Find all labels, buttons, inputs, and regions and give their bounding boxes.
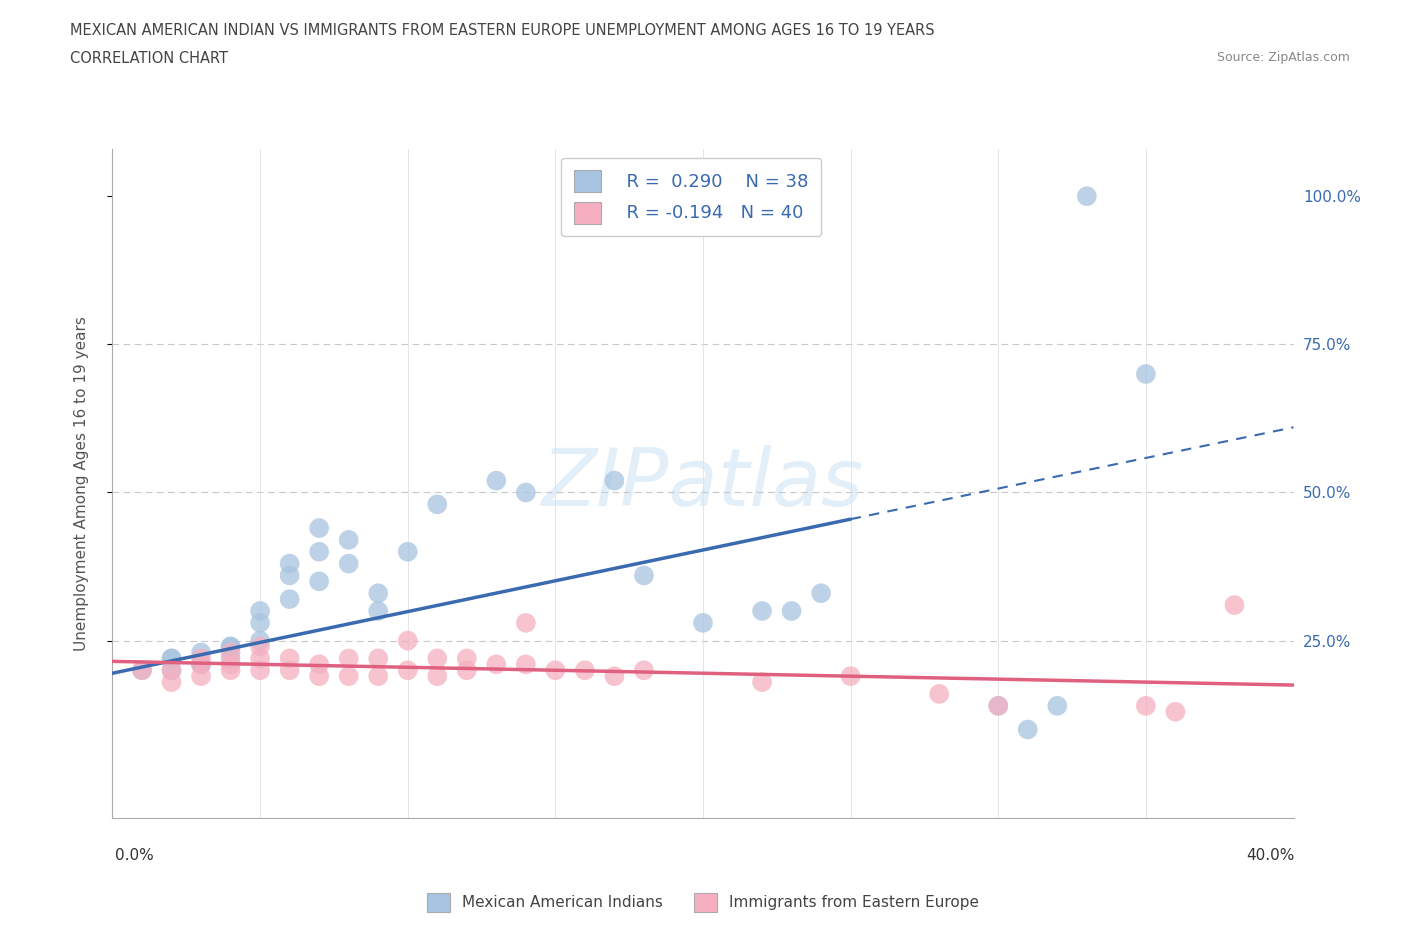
Point <box>1135 366 1157 381</box>
Point <box>987 698 1010 713</box>
Point <box>249 651 271 666</box>
Point <box>426 497 449 512</box>
Point <box>1017 722 1039 737</box>
Point <box>337 669 360 684</box>
Point <box>456 651 478 666</box>
Point <box>278 663 301 678</box>
Point <box>278 568 301 583</box>
Point <box>515 485 537 500</box>
Point <box>278 651 301 666</box>
Point <box>633 568 655 583</box>
Y-axis label: Unemployment Among Ages 16 to 19 years: Unemployment Among Ages 16 to 19 years <box>75 316 89 651</box>
Point <box>190 657 212 671</box>
Text: 40.0%: 40.0% <box>1247 848 1295 863</box>
Legend:   R =  0.290    N = 38,   R = -0.194   N = 40: R = 0.290 N = 38, R = -0.194 N = 40 <box>561 158 821 236</box>
Point <box>249 616 271 631</box>
Point <box>308 669 330 684</box>
Text: ZIPatlas: ZIPatlas <box>541 445 865 523</box>
Point <box>219 663 242 678</box>
Point <box>396 633 419 648</box>
Point <box>780 604 803 618</box>
Point <box>190 651 212 666</box>
Point <box>249 639 271 654</box>
Point <box>308 574 330 589</box>
Point <box>249 604 271 618</box>
Point <box>190 645 212 660</box>
Point <box>219 645 242 660</box>
Point <box>751 604 773 618</box>
Point <box>160 651 183 666</box>
Point <box>160 674 183 689</box>
Point <box>367 586 389 601</box>
Point <box>515 657 537 671</box>
Text: MEXICAN AMERICAN INDIAN VS IMMIGRANTS FROM EASTERN EUROPE UNEMPLOYMENT AMONG AGE: MEXICAN AMERICAN INDIAN VS IMMIGRANTS FR… <box>70 23 935 38</box>
Point <box>810 586 832 601</box>
Point <box>249 633 271 648</box>
Point <box>456 663 478 678</box>
Legend: Mexican American Indians, Immigrants from Eastern Europe: Mexican American Indians, Immigrants fro… <box>420 887 986 918</box>
Point <box>160 663 183 678</box>
Point <box>308 521 330 536</box>
Point <box>337 556 360 571</box>
Point <box>219 639 242 654</box>
Point <box>278 556 301 571</box>
Point <box>544 663 567 678</box>
Point <box>396 544 419 559</box>
Point <box>1164 704 1187 719</box>
Point <box>337 533 360 548</box>
Point <box>367 669 389 684</box>
Point <box>485 657 508 671</box>
Point <box>603 669 626 684</box>
Text: Source: ZipAtlas.com: Source: ZipAtlas.com <box>1216 51 1350 64</box>
Point <box>190 669 212 684</box>
Point <box>367 651 389 666</box>
Point <box>367 604 389 618</box>
Text: CORRELATION CHART: CORRELATION CHART <box>70 51 228 66</box>
Point <box>603 473 626 488</box>
Point <box>426 669 449 684</box>
Point <box>131 663 153 678</box>
Point <box>219 651 242 666</box>
Point <box>839 669 862 684</box>
Point <box>987 698 1010 713</box>
Point <box>219 657 242 671</box>
Point <box>633 663 655 678</box>
Point <box>308 657 330 671</box>
Point <box>1223 598 1246 613</box>
Point <box>396 663 419 678</box>
Point <box>692 616 714 631</box>
Point <box>574 663 596 678</box>
Point <box>190 657 212 671</box>
Point <box>190 657 212 671</box>
Point <box>928 686 950 701</box>
Point <box>131 663 153 678</box>
Point <box>160 663 183 678</box>
Point <box>308 544 330 559</box>
Point <box>426 651 449 666</box>
Point <box>278 591 301 606</box>
Point <box>515 616 537 631</box>
Text: 0.0%: 0.0% <box>115 848 155 863</box>
Point <box>219 639 242 654</box>
Point <box>1046 698 1069 713</box>
Point <box>337 651 360 666</box>
Point <box>751 674 773 689</box>
Point <box>485 473 508 488</box>
Point <box>249 663 271 678</box>
Point <box>1076 189 1098 204</box>
Point <box>1135 698 1157 713</box>
Point <box>160 651 183 666</box>
